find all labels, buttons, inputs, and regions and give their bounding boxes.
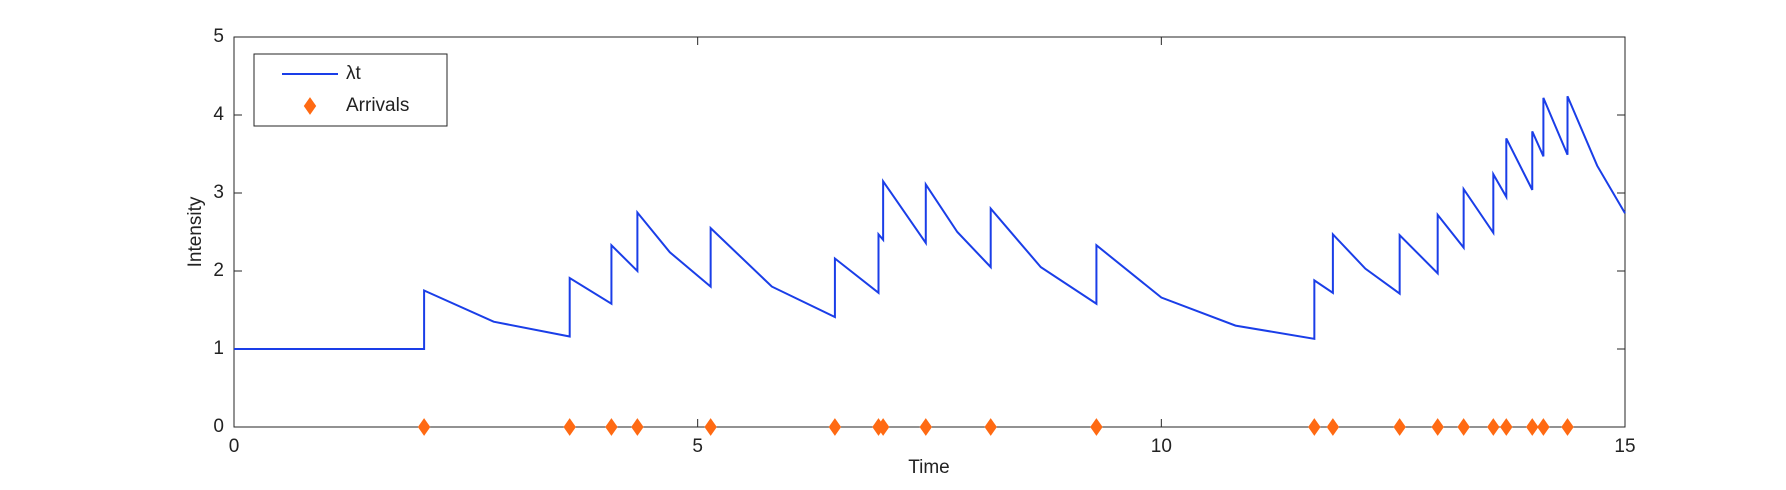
arrival-marker bbox=[417, 418, 431, 436]
x-tick-label: 15 bbox=[1614, 436, 1635, 457]
arrival-marker bbox=[1457, 418, 1470, 436]
x-tick-label: 5 bbox=[692, 436, 703, 457]
x-tick-label: 10 bbox=[1151, 436, 1172, 457]
arrival-marker bbox=[631, 418, 644, 436]
arrival-marker bbox=[984, 418, 997, 436]
legend-marker bbox=[303, 97, 317, 115]
y-tick-label: 1 bbox=[213, 338, 224, 359]
y-tick-label: 3 bbox=[213, 182, 224, 203]
arrival-marker bbox=[1500, 418, 1513, 436]
y-axis-label: Intensity bbox=[185, 196, 206, 267]
legend-box bbox=[253, 53, 448, 127]
arrival-marker bbox=[1561, 418, 1574, 436]
intensity-line bbox=[234, 95, 1626, 350]
y-tick-label: 0 bbox=[213, 416, 224, 437]
x-axis-label: Time bbox=[908, 457, 950, 478]
arrival-marker bbox=[563, 418, 576, 436]
arrival-marker bbox=[605, 418, 618, 436]
y-tick-label: 5 bbox=[213, 26, 224, 47]
arrival-marker bbox=[704, 418, 717, 436]
legend-label: Arrivals bbox=[346, 95, 409, 116]
arrival-marker bbox=[876, 418, 890, 436]
arrival-marker bbox=[1326, 418, 1340, 436]
arrival-marker bbox=[828, 418, 842, 436]
legend-label: λt bbox=[346, 63, 362, 84]
arrival-marker bbox=[1537, 418, 1550, 436]
arrival-marker bbox=[1487, 418, 1500, 436]
arrival-marker bbox=[1526, 418, 1539, 436]
arrival-marker bbox=[1393, 418, 1406, 436]
plot-area bbox=[233, 36, 1626, 428]
arrival-marker bbox=[1431, 418, 1444, 436]
y-tick-label: 4 bbox=[213, 104, 224, 125]
arrival-marker bbox=[1090, 418, 1103, 436]
arrival-marker bbox=[1308, 418, 1321, 436]
arrival-marker bbox=[919, 418, 933, 436]
x-tick-label: 0 bbox=[229, 436, 240, 457]
y-tick-label: 2 bbox=[213, 260, 224, 281]
